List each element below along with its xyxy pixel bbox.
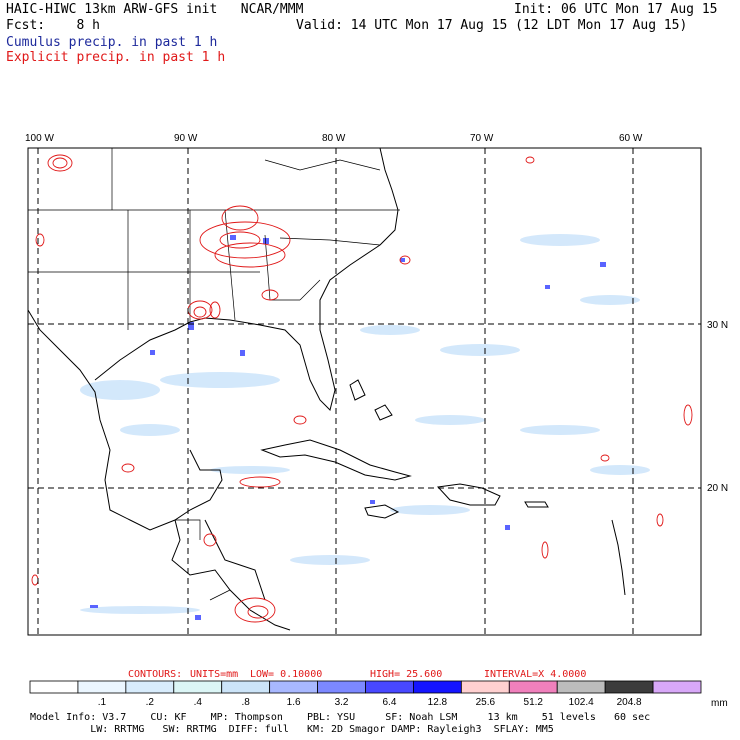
colorbar-box [173, 680, 223, 694]
model-info-line2: LW: RRTMG SW: RRTMG DIFF: full KM: 2D Sm… [30, 724, 554, 735]
colorbar-label: 1.6 [287, 697, 301, 708]
latlon-grid [28, 148, 701, 635]
lat-label-30n: 30 N [707, 320, 728, 331]
colorbar-box [269, 680, 318, 694]
colorbar-box [29, 680, 79, 694]
colorbar-label: 51.2 [524, 697, 544, 708]
colorbar-box [317, 680, 366, 694]
colorbar-label: .4 [194, 697, 203, 708]
explicit-precip-contours [31, 154, 693, 623]
colorbar-label: .8 [242, 697, 251, 708]
colorbar-label: 204.8 [617, 697, 642, 708]
lon-label-80w: 80 W [322, 133, 346, 144]
legend-explicit: Explicit precip. in past 1 h [6, 50, 226, 65]
colorbar-box [652, 680, 702, 694]
contour-high: HIGH= 25.600 [370, 669, 442, 680]
colorbar-box [365, 680, 414, 694]
colorbar-box [125, 680, 175, 694]
contour-low: LOW= 0.10000 [250, 669, 322, 680]
colorbar-box [604, 680, 654, 694]
map-frame [27, 147, 702, 636]
contour-info: CONTOURS: UNITS=mm LOW= 0.10000 HIGH= 25… [128, 669, 586, 680]
colorbar-box [77, 680, 127, 694]
lon-label-100w: 100 W [25, 133, 54, 144]
colorbar-label: .2 [146, 697, 155, 708]
colorbar-unit: mm [711, 698, 728, 709]
cumulus-heavy-spots [90, 235, 606, 620]
colorbar-label: 25.6 [476, 697, 496, 708]
valid-time: Valid: 14 UTC Mon 17 Aug 15 (12 LDT Mon … [296, 18, 688, 33]
lat-label-20n: 20 N [707, 483, 728, 494]
contour-interval: INTERVAL=X 4.0000 [484, 669, 586, 680]
colorbar-label: 102.4 [569, 697, 594, 708]
model-info-line1: Model Info: V3.7 CU: KF MP: Thompson PBL… [30, 712, 651, 723]
colorbar-box [460, 680, 510, 694]
cumulus-shading [80, 234, 650, 614]
lon-label-70w: 70 W [470, 133, 494, 144]
colorbar-label: .1 [98, 697, 107, 708]
colorbar-label: 3.2 [335, 697, 349, 708]
contour-label: CONTOURS: [128, 669, 182, 680]
init-time: Init: 06 UTC Mon 17 Aug 15 [514, 2, 718, 17]
colorbar-label: 6.4 [383, 697, 397, 708]
colorbar-label: 12.8 [428, 697, 448, 708]
political-borders [28, 148, 400, 601]
colorbar: .1 .2 .4 .8 1.6 3.2 6.4 12.8 25.6 51.2 102.4 204.8 [29, 680, 702, 708]
contour-units: UNITS=mm [190, 669, 238, 680]
colorbar-box [221, 680, 271, 694]
lon-label-90w: 90 W [174, 133, 198, 144]
lon-label-60w: 60 W [619, 133, 643, 144]
forecast-hour: Fcst: 8 h [6, 18, 100, 33]
colorbar-box [556, 680, 606, 694]
colorbar-box [413, 680, 462, 694]
colorbar-box [508, 680, 558, 694]
legend-cumulus: Cumulus precip. in past 1 h [6, 35, 218, 50]
model-title: HAIC-HIWC 13km ARW-GFS init NCAR/MMM [6, 2, 304, 17]
